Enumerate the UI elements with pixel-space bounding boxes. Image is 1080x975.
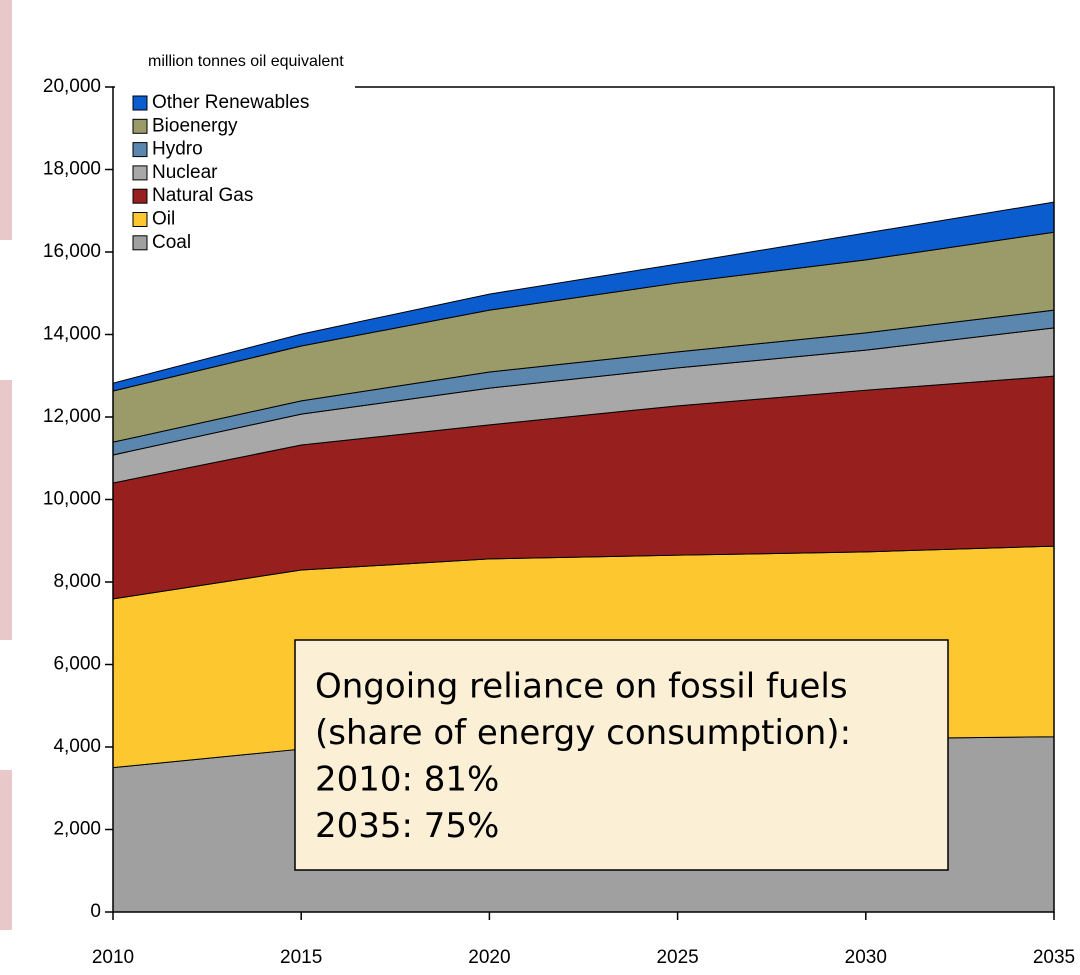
edge-decor xyxy=(0,380,12,640)
legend-swatch xyxy=(132,212,148,227)
legend-label: Bioenergy xyxy=(152,115,238,136)
legend-box xyxy=(115,79,355,257)
annotation-text: (share of energy consumption): xyxy=(315,713,851,753)
x-tick-label: 2015 xyxy=(280,947,322,968)
y-tick-label: 20,000 xyxy=(43,76,101,97)
y-tick-label: 6,000 xyxy=(53,654,101,675)
y-tick-label: 10,000 xyxy=(43,489,101,510)
y-tick-label: 4,000 xyxy=(53,736,101,757)
annotation-text: 2035: 75% xyxy=(315,806,499,846)
x-tick-label: 2010 xyxy=(92,947,134,968)
legend-label: Other Renewables xyxy=(152,92,309,113)
legend-swatch xyxy=(132,165,148,181)
annotation-text: 2010: 81% xyxy=(315,760,499,800)
y-axis-label: million tonnes oil equivalent xyxy=(148,53,344,70)
legend-label: Natural Gas xyxy=(152,185,253,206)
annotation-text: Ongoing reliance on fossil fuels xyxy=(315,667,848,707)
y-tick-label: 2,000 xyxy=(53,819,101,840)
edge-decor xyxy=(0,0,12,240)
annotation-box xyxy=(294,639,949,871)
legend-swatch xyxy=(132,188,148,204)
y-tick-label: 12,000 xyxy=(43,406,101,427)
legend-swatch xyxy=(132,118,148,134)
y-tick-label: 18,000 xyxy=(43,159,101,180)
edge-decor xyxy=(0,770,12,930)
y-tick-label: 16,000 xyxy=(43,241,101,262)
legend-label: Nuclear xyxy=(152,162,218,183)
y-tick-label: 0 xyxy=(90,901,101,922)
legend-label: Hydro xyxy=(152,139,203,160)
legend-swatch xyxy=(132,95,148,111)
legend-label: Coal xyxy=(152,232,191,253)
legend-label: Oil xyxy=(152,209,175,230)
x-tick-label: 2035 xyxy=(1033,947,1075,968)
legend-swatch xyxy=(132,235,148,251)
y-tick-label: 8,000 xyxy=(53,571,101,592)
x-tick-label: 2020 xyxy=(468,947,510,968)
x-tick-label: 2030 xyxy=(845,947,887,968)
y-tick-label: 14,000 xyxy=(43,324,101,345)
legend-swatch xyxy=(132,142,148,158)
x-tick-label: 2025 xyxy=(656,947,698,968)
